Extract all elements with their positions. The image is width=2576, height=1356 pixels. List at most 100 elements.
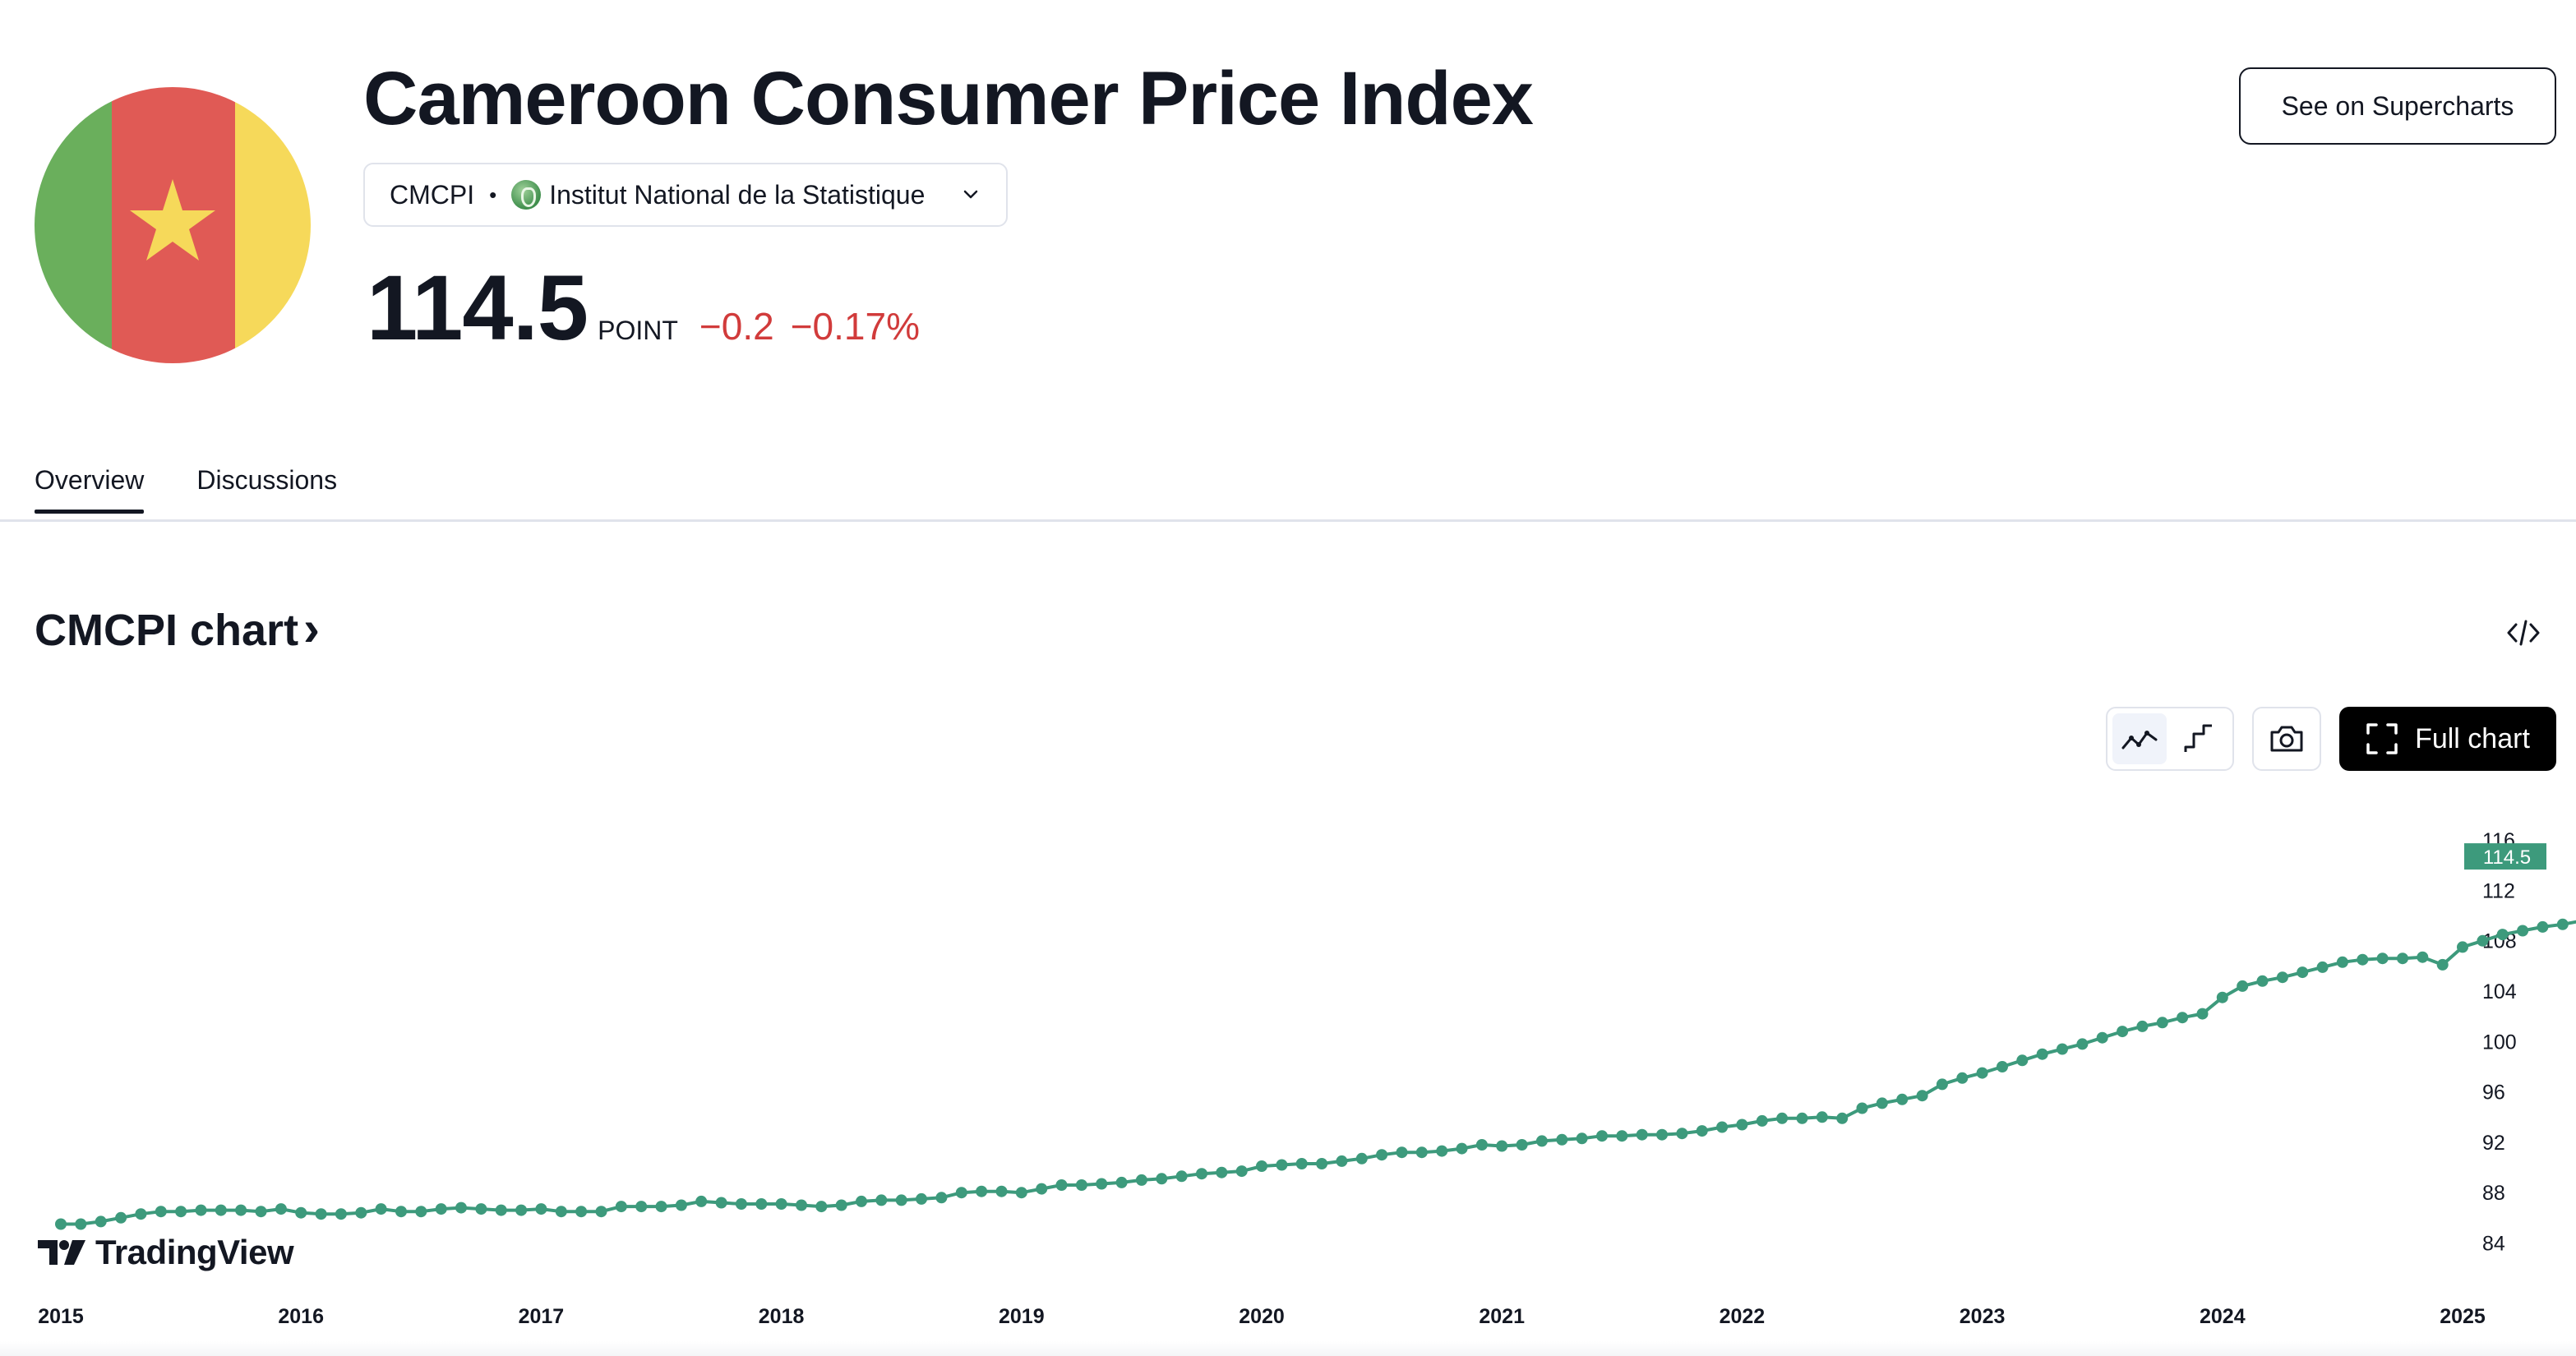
data-point <box>1656 1128 1668 1141</box>
data-point <box>2397 952 2408 965</box>
data-point <box>1336 1155 1348 1167</box>
data-point <box>575 1206 588 1218</box>
data-point <box>715 1197 727 1209</box>
data-point <box>175 1206 187 1218</box>
tab-overview[interactable]: Overview <box>35 465 145 514</box>
data-point <box>1235 1165 1248 1178</box>
data-point <box>1936 1078 1948 1091</box>
y-tick-label: 96 <box>2482 1082 2505 1105</box>
cpi-series <box>55 918 2576 1230</box>
current-price: 114.5 <box>367 256 589 359</box>
x-tick-label: 2016 <box>278 1305 324 1328</box>
data-point <box>935 1192 948 1204</box>
symbol-source-dropdown[interactable]: CMCPI • Institut National de la Statisti… <box>363 163 1008 227</box>
data-point <box>1596 1130 1608 1142</box>
data-point <box>1055 1179 1068 1191</box>
data-point <box>1896 1093 1909 1105</box>
chart-heading-text: CMCPI chart <box>35 606 299 655</box>
y-tick-label: 92 <box>2482 1132 2505 1155</box>
y-tick-label: 84 <box>2482 1232 2505 1255</box>
data-point <box>1816 1111 1828 1123</box>
data-point <box>1376 1149 1388 1161</box>
data-point <box>595 1206 607 1218</box>
data-point <box>315 1208 327 1220</box>
country-flag <box>35 87 311 363</box>
data-point <box>2156 1017 2168 1029</box>
data-point <box>1256 1160 1267 1172</box>
data-point <box>796 1199 807 1211</box>
see-on-supercharts-button[interactable]: See on Supercharts <box>2239 67 2556 145</box>
price-change-percent: −0.17% <box>790 305 920 348</box>
data-point <box>815 1201 828 1213</box>
data-point <box>655 1201 667 1213</box>
data-point <box>335 1208 347 1220</box>
data-point <box>2496 929 2509 941</box>
data-point <box>1956 1072 1969 1084</box>
data-point <box>535 1203 547 1215</box>
x-tick-label: 2022 <box>1720 1305 1766 1328</box>
data-point <box>895 1194 907 1206</box>
data-point <box>755 1198 768 1210</box>
data-point <box>2517 925 2529 937</box>
y-tick-label: 88 <box>2482 1182 2505 1205</box>
step-line-style-button[interactable] <box>2172 713 2226 764</box>
full-chart-button[interactable]: Full chart <box>2339 707 2556 771</box>
data-point <box>1756 1114 1768 1127</box>
data-point <box>2297 966 2309 979</box>
data-point <box>1876 1097 1888 1109</box>
data-point <box>295 1206 307 1219</box>
x-tick-label: 2019 <box>999 1305 1045 1328</box>
data-point <box>2216 991 2228 1003</box>
data-point <box>2457 941 2468 953</box>
data-point <box>1396 1146 1408 1159</box>
data-point <box>2417 951 2429 963</box>
data-point <box>2537 920 2549 933</box>
data-point <box>1836 1112 1849 1124</box>
tab-discussions[interactable]: Discussions <box>196 465 338 495</box>
page-tabs: Overview Discussions <box>35 465 337 514</box>
data-point <box>2196 1008 2209 1020</box>
data-point <box>1075 1179 1087 1191</box>
data-point <box>235 1204 247 1216</box>
embed-code-button[interactable] <box>2504 613 2543 653</box>
data-point <box>1636 1128 1648 1141</box>
data-point <box>1295 1158 1308 1169</box>
data-point <box>875 1194 888 1206</box>
step-line-style-icon <box>2184 724 2212 752</box>
source-label: Institut National de la Statistique <box>549 179 926 210</box>
x-axis: 2015 2016 2017 2018 2019 2020 2021 2022 2023 2024… <box>38 1305 2486 1328</box>
data-point <box>1736 1118 1748 1131</box>
data-point <box>2276 971 2288 984</box>
data-point <box>635 1201 648 1213</box>
data-point <box>1175 1170 1188 1183</box>
data-point <box>735 1198 747 1210</box>
data-point <box>1616 1130 1628 1142</box>
x-tick-label: 2020 <box>1239 1305 1285 1328</box>
data-point <box>1976 1067 1988 1079</box>
data-point <box>955 1187 967 1199</box>
fullscreen-icon <box>2366 723 2398 754</box>
data-point <box>2256 975 2269 987</box>
data-point <box>1276 1159 1288 1171</box>
data-point <box>2556 918 2569 930</box>
tabs-divider <box>0 519 2576 522</box>
tradingview-logo[interactable]: TradingView <box>36 1233 294 1272</box>
page-title: Cameroon Consumer Price Index <box>363 57 1534 141</box>
data-point <box>435 1203 447 1215</box>
data-point <box>1015 1187 1027 1199</box>
price-unit: POINT <box>598 316 678 345</box>
data-point <box>1115 1176 1128 1188</box>
y-tick-label: 104 <box>2482 980 2517 1003</box>
data-point <box>2336 956 2348 968</box>
data-point <box>1776 1112 1789 1124</box>
data-point <box>1676 1128 1688 1140</box>
data-point <box>1036 1183 1048 1195</box>
price-row: 114.5 POINT −0.2 −0.17% <box>367 255 920 361</box>
chart-heading-link[interactable]: CMCPI chart › <box>35 604 320 656</box>
data-point <box>135 1208 147 1220</box>
data-point <box>695 1195 708 1207</box>
line-style-button[interactable] <box>2112 713 2167 764</box>
data-point <box>1135 1174 1147 1186</box>
take-snapshot-button[interactable] <box>2252 707 2321 771</box>
